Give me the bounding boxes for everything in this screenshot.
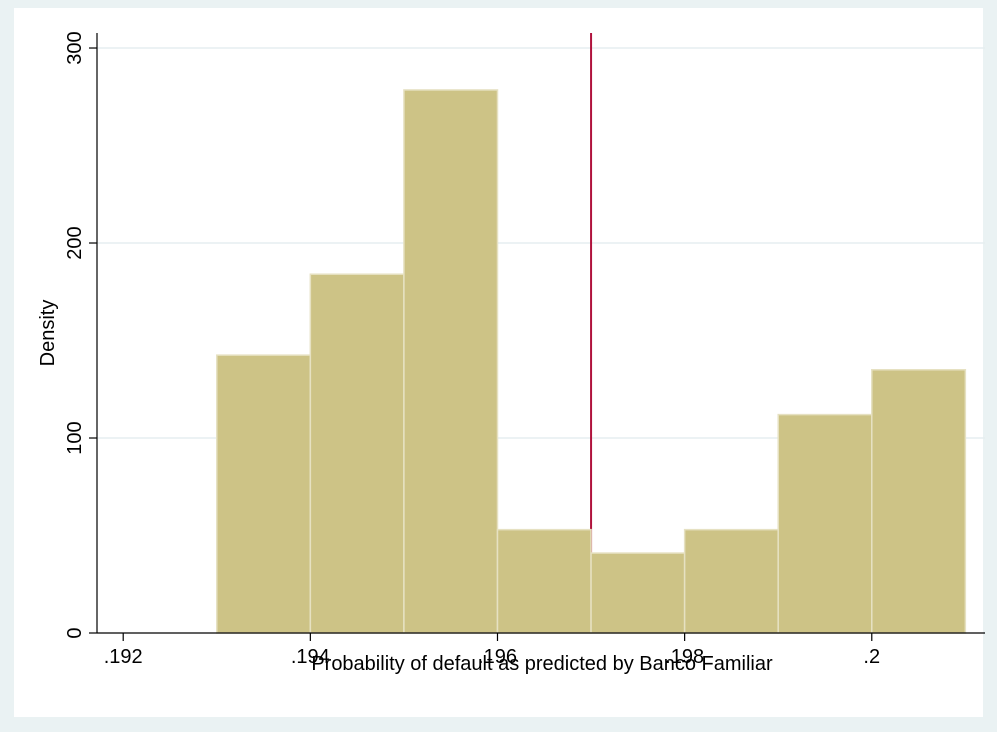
bar	[309, 273, 405, 634]
y-tick-label: 0	[64, 627, 86, 638]
x-axis-title: Probability of default as predicted by B…	[311, 653, 773, 675]
x-tick-label: .198	[665, 646, 704, 668]
x-tick-label: .192	[104, 646, 143, 668]
bar	[777, 413, 873, 634]
bar	[871, 369, 967, 634]
bar	[683, 528, 779, 634]
x-tick-label: .2	[863, 646, 880, 668]
bar	[403, 89, 499, 634]
y-tick-label: 100	[64, 421, 86, 454]
y-axis-title: Density	[37, 300, 59, 367]
x-tick-label: .194	[291, 646, 330, 668]
bar	[590, 552, 686, 634]
bar	[216, 354, 312, 634]
bar	[496, 528, 592, 634]
y-tick-label: 200	[64, 226, 86, 259]
x-tick-label: .196	[478, 646, 517, 668]
y-tick-label: 300	[64, 31, 86, 64]
